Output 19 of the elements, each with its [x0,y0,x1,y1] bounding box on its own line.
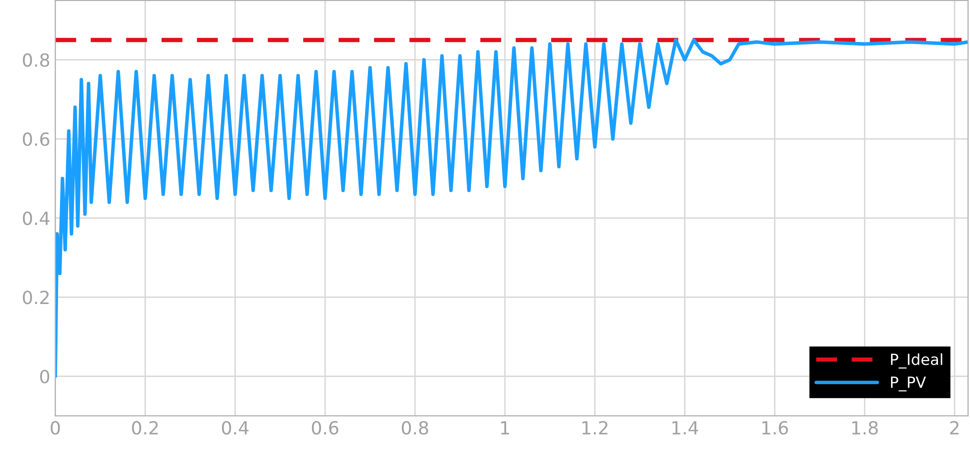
y-tick-label: 0.2 [22,290,49,304]
x-tick-label: 0.2 [132,421,158,435]
x-tick-label: 1.2 [582,421,608,434]
legend-label: P_PV [891,376,926,392]
y-tick-label: 0.6 [22,132,50,146]
x-tick-label: 0 [50,421,60,435]
y-tick-label: 0.4 [22,211,50,226]
x-tick-label: 0.8 [402,421,428,435]
x-tick-label: 1.6 [762,421,788,435]
y-tick-label: 0.8 [22,53,50,67]
x-tick-label: 0.4 [222,421,248,435]
x-tick-label: 1.4 [672,421,698,434]
x-tick-label: 1.8 [852,421,878,435]
x-tick-label: 2 [950,421,959,434]
y-tick-label: 0 [40,370,50,384]
line-series [55,38,968,378]
x-tick-label: 0.6 [312,421,338,435]
legend-label: P_Ideal [891,353,942,369]
x-tick-label: 1 [501,421,510,434]
